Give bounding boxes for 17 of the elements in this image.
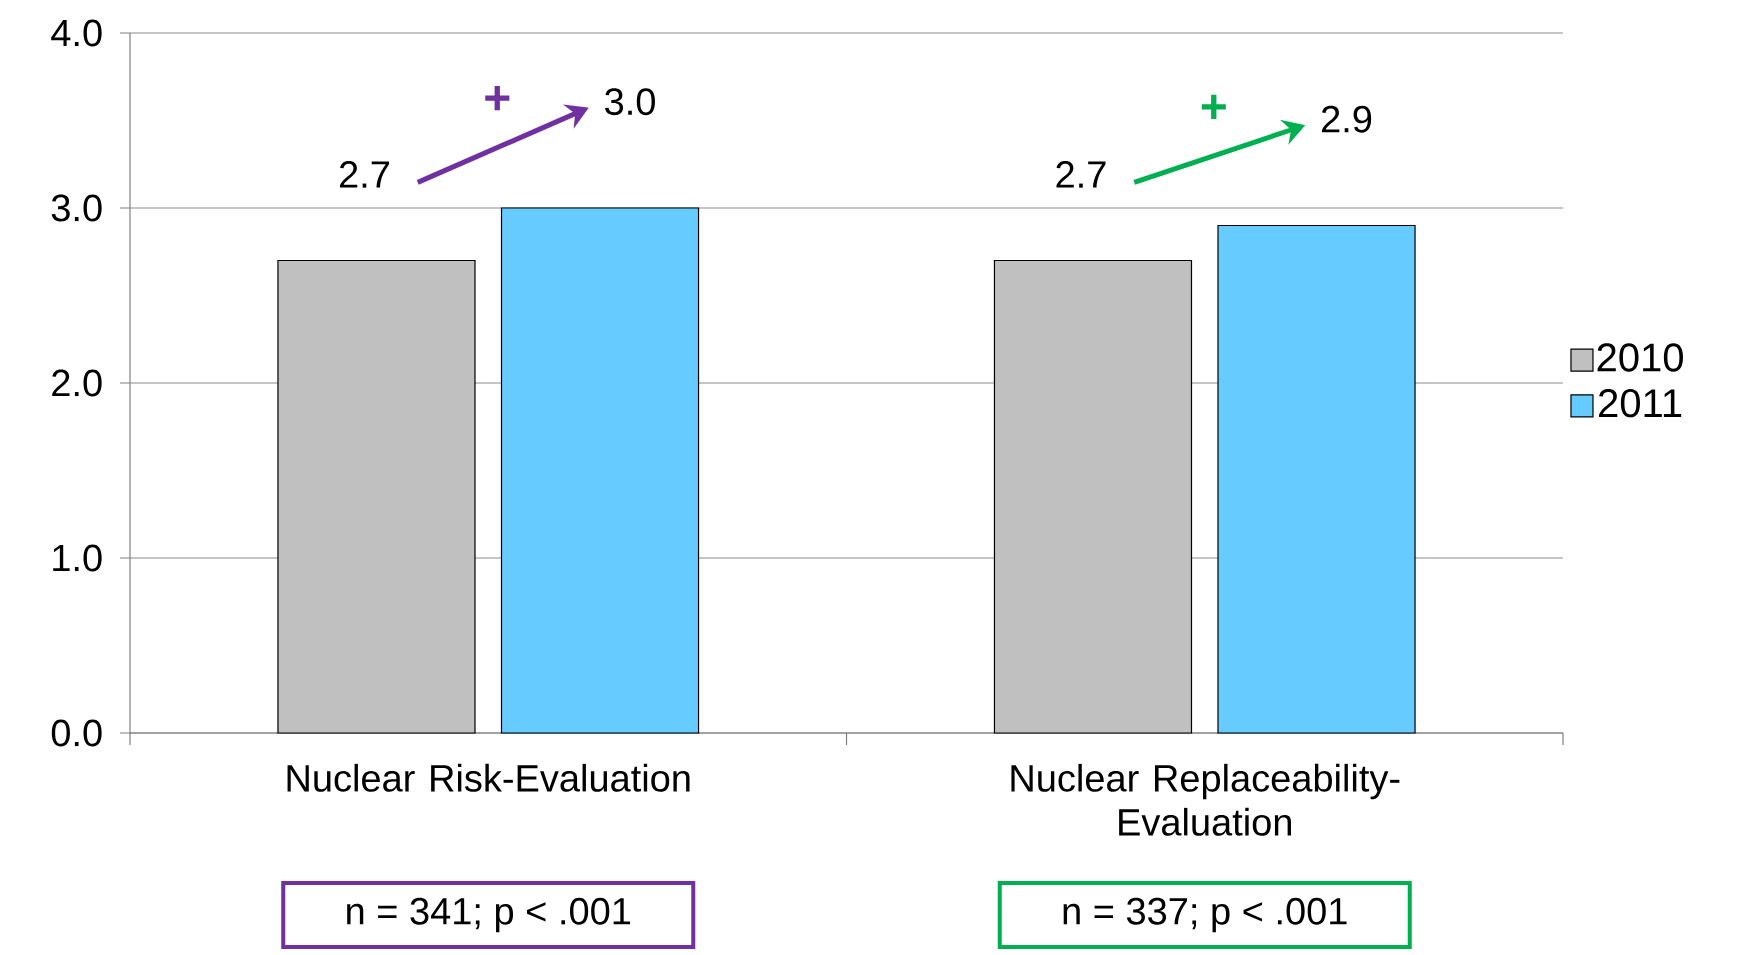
y-tick-label: 0.0 (51, 719, 102, 747)
legend-label: 2011 (1599, 388, 1682, 418)
y-tick-label: 4.0 (51, 19, 102, 47)
y-tick-label: 3.0 (51, 194, 102, 222)
legend-label: 2010 (1597, 343, 1683, 372)
annotation: + (485, 85, 510, 111)
y-tick-label: 1.0 (53, 544, 102, 572)
data-label: 2.7 (1056, 161, 1106, 188)
data-label: 3.0 (605, 88, 655, 116)
data-label: 2.7 (339, 161, 389, 188)
data-label: 2.9 (1322, 105, 1372, 133)
x-tick-label: Nuclear Risk-Evaluation (287, 763, 690, 792)
text: n = 337; p < .001 (1063, 897, 1347, 933)
y-tick-label: 2.0 (52, 369, 102, 397)
annotation: + (1201, 94, 1226, 120)
text: n = 341; p < .001 (347, 897, 631, 933)
x-tick-label: Nuclear Replaceability-Evaluation (1011, 763, 1400, 836)
